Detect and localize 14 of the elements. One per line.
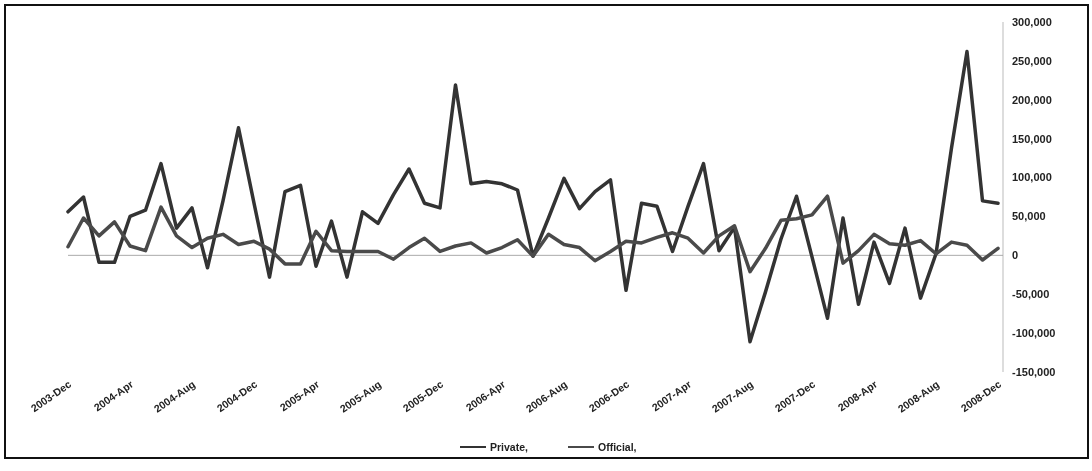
line-series — [66, 194, 1000, 274]
y-tick-label: 150,000 — [1012, 132, 1052, 145]
y-tick-label: 200,000 — [1012, 93, 1052, 106]
y-tick-label: -50,000 — [1012, 288, 1050, 301]
line-series — [66, 49, 1000, 344]
y-tick-label: 50,000 — [1012, 210, 1046, 223]
y-tick-label: -150,000 — [1012, 365, 1056, 378]
y-tick-label: 300,000 — [1012, 15, 1052, 28]
y-tick-label: -100,000 — [1012, 326, 1056, 339]
legend-label: Private, — [490, 440, 529, 453]
y-tick-label: 250,000 — [1012, 54, 1052, 67]
legend-label: Official, — [598, 440, 637, 453]
y-tick-label: 100,000 — [1012, 171, 1052, 184]
y-tick-label: 0 — [1012, 249, 1019, 262]
